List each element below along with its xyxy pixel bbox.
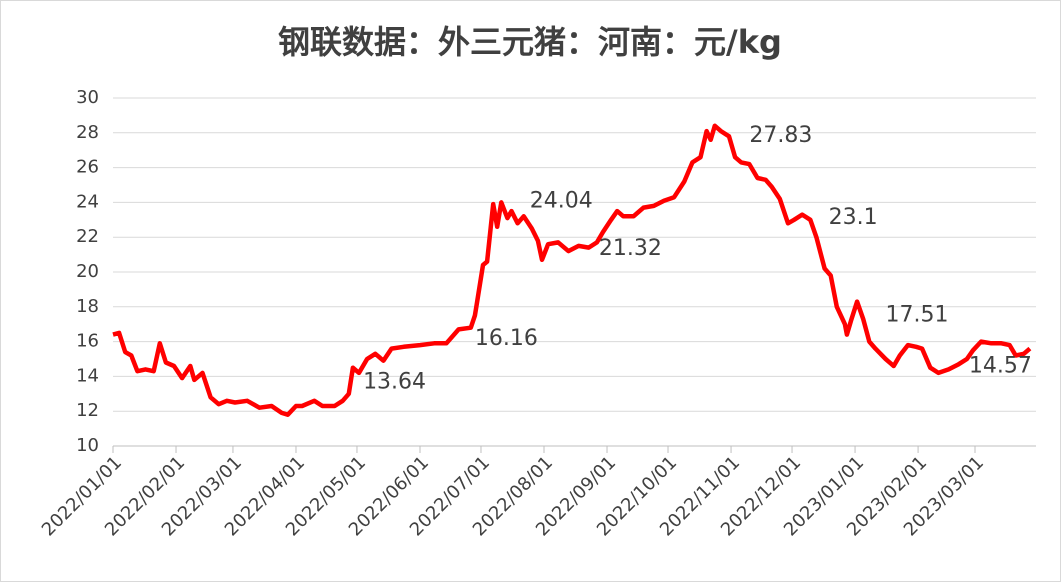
y-tick-label: 14 (76, 365, 99, 386)
y-tick-label: 30 (76, 87, 99, 108)
y-tick-label: 18 (76, 296, 99, 317)
line-series (112, 123, 1032, 417)
y-tick-label: 16 (76, 331, 99, 352)
annotation: 13.64 (363, 370, 426, 395)
y-tick-label: 12 (76, 400, 99, 421)
chart-title: 钢联数据：外三元猪：河南：元/kg (278, 23, 782, 61)
annotation: 24.04 (530, 189, 593, 214)
y-tick-label: 28 (76, 122, 99, 143)
y-tick-label: 24 (76, 191, 99, 212)
annotation: 21.32 (599, 236, 662, 261)
annotation: 14.57 (969, 353, 1032, 378)
annotation: 23.1 (829, 205, 878, 230)
annotation: 17.51 (886, 302, 949, 327)
y-tick-label: 22 (76, 226, 99, 247)
annotation: 27.83 (749, 123, 812, 148)
y-tick-label: 26 (76, 157, 99, 178)
y-tick-label: 20 (76, 261, 99, 282)
annotation: 16.16 (475, 326, 538, 351)
y-tick-label: 10 (76, 435, 99, 456)
